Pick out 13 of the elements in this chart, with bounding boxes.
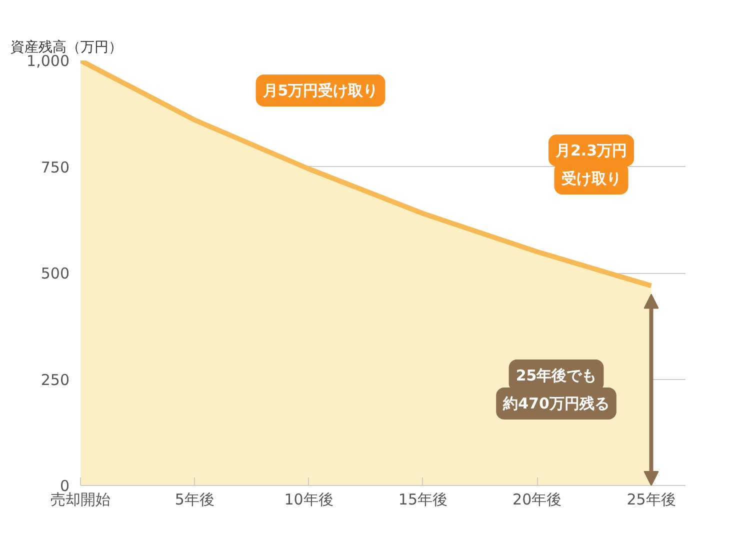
x-tick-label: 5年後 [174, 490, 214, 508]
x-tick-label: 10年後 [284, 490, 334, 508]
y-tick-label: 250 [40, 370, 70, 389]
y-tick-label: 750 [40, 158, 70, 176]
x-tick-label: 15年後 [398, 490, 448, 508]
x-tick-label: 25年後 [626, 490, 676, 508]
x-tick-label: 20年後 [512, 490, 562, 508]
annotation: 25年後でも [516, 366, 597, 384]
y-tick-label: 500 [40, 264, 70, 282]
annotation: 約470万円残る [502, 394, 610, 412]
annotation: 月5万円受け取り [262, 82, 378, 100]
annotation: 受け取り [560, 170, 622, 188]
annotation: 月2.3万円 [554, 142, 628, 160]
